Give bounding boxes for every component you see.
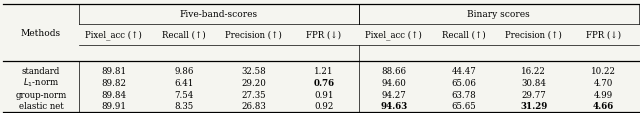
- Text: Five-band-scores: Five-band-scores: [180, 10, 258, 19]
- Text: Methods: Methods: [21, 28, 61, 37]
- Text: 30.84: 30.84: [522, 78, 546, 87]
- Text: 4.70: 4.70: [594, 78, 613, 87]
- Text: 44.47: 44.47: [451, 66, 476, 75]
- Text: 8.35: 8.35: [174, 102, 193, 110]
- Text: 94.27: 94.27: [381, 90, 406, 99]
- Text: 0.91: 0.91: [314, 90, 333, 99]
- Text: Recall (↑): Recall (↑): [162, 31, 205, 39]
- Text: 94.63: 94.63: [380, 102, 407, 110]
- Text: 89.91: 89.91: [101, 102, 126, 110]
- Text: 32.58: 32.58: [241, 66, 266, 75]
- Text: 0.92: 0.92: [314, 102, 333, 110]
- Text: 94.60: 94.60: [381, 78, 406, 87]
- Text: FPR (↓): FPR (↓): [586, 31, 621, 39]
- Text: 16.22: 16.22: [522, 66, 546, 75]
- Text: Binary scores: Binary scores: [467, 10, 530, 19]
- Text: 89.82: 89.82: [101, 78, 126, 87]
- Text: 10.22: 10.22: [591, 66, 616, 75]
- Text: FPR (↓): FPR (↓): [306, 31, 341, 39]
- Text: group-norm: group-norm: [15, 90, 67, 99]
- Text: 88.66: 88.66: [381, 66, 406, 75]
- Text: 31.29: 31.29: [520, 102, 547, 110]
- Text: 29.77: 29.77: [522, 90, 546, 99]
- Text: 7.54: 7.54: [174, 90, 193, 99]
- Text: Precision (↑): Precision (↑): [225, 31, 282, 39]
- Text: $L_1$-norm: $L_1$-norm: [22, 76, 60, 89]
- Text: 4.66: 4.66: [593, 102, 614, 110]
- Text: Precision (↑): Precision (↑): [506, 31, 562, 39]
- Text: 27.35: 27.35: [241, 90, 266, 99]
- Text: 89.81: 89.81: [101, 66, 126, 75]
- Text: Recall (↑): Recall (↑): [442, 31, 486, 39]
- Text: 65.65: 65.65: [451, 102, 476, 110]
- Text: 29.20: 29.20: [241, 78, 266, 87]
- Text: 63.78: 63.78: [451, 90, 476, 99]
- Text: 0.76: 0.76: [313, 78, 334, 87]
- Text: 4.99: 4.99: [594, 90, 613, 99]
- Text: 1.21: 1.21: [314, 66, 333, 75]
- Text: elastic net: elastic net: [19, 102, 63, 110]
- Text: Pixel_acc (↑): Pixel_acc (↑): [365, 30, 422, 40]
- Text: 89.84: 89.84: [101, 90, 126, 99]
- Text: 6.41: 6.41: [174, 78, 193, 87]
- Text: standard: standard: [22, 66, 60, 75]
- Text: 65.06: 65.06: [451, 78, 476, 87]
- Text: 9.86: 9.86: [174, 66, 193, 75]
- Text: Pixel_acc (↑): Pixel_acc (↑): [85, 30, 142, 40]
- Text: 26.83: 26.83: [241, 102, 266, 110]
